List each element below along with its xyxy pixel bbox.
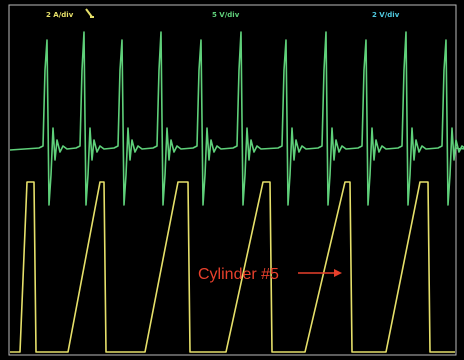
channel-a-scale: 2 A/div	[46, 11, 74, 19]
annotation-label: Cylinder #5	[198, 266, 279, 283]
channel-b-scale: 5 V/div	[212, 11, 240, 19]
page: 2 A/div 5 V/div 2 V/div Cylinder #5 (() …	[0, 0, 464, 360]
channel-c-scale: 2 V/div	[372, 11, 400, 19]
scope-screen: 2 A/div 5 V/div 2 V/div Cylinder #5	[0, 0, 464, 360]
